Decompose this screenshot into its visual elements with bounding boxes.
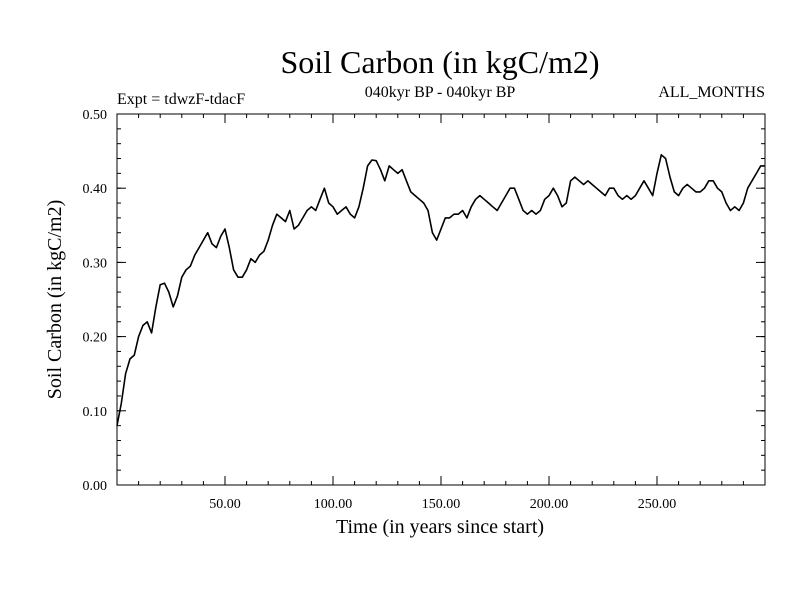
x-tick-label: 200.00 [530,497,569,512]
y-tick-label: 0.30 [83,256,108,271]
x-tick-label: 250.00 [638,497,677,512]
y-tick-label: 0.50 [83,108,108,123]
y-minor-ticks [117,128,765,471]
y-tick-label: 0.40 [83,182,108,197]
period-label: 040kyr BP - 040kyr BP [365,84,516,101]
y-axis-ticks [117,113,765,486]
x-axis-label: Time (in years since start) [336,516,544,538]
soil-carbon-series-line [116,154,765,426]
x-tick-label: 100.00 [314,497,353,512]
x-minor-ticks [138,114,744,485]
y-axis-label: Soil Carbon (in kgC/m2) [44,200,66,399]
months-label: ALL_MONTHS [658,84,765,101]
x-tick-label: 150.00 [422,497,461,512]
experiment-label: Expt = tdwzF-tdacF [117,91,245,108]
y-axis-tick-labels: 0.00 0.10 0.20 0.30 0.40 0.50 [83,108,108,494]
x-tick-label: 50.00 [209,497,241,512]
y-tick-label: 0.10 [83,405,108,420]
x-axis-ticks [224,114,658,485]
chart-title: Soil Carbon (in kgC/m2) [280,44,599,80]
y-tick-label: 0.00 [83,479,108,494]
y-tick-label: 0.20 [83,331,108,346]
x-axis-tick-labels: 50.00 100.00 150.00 200.00 250.00 [209,497,676,512]
